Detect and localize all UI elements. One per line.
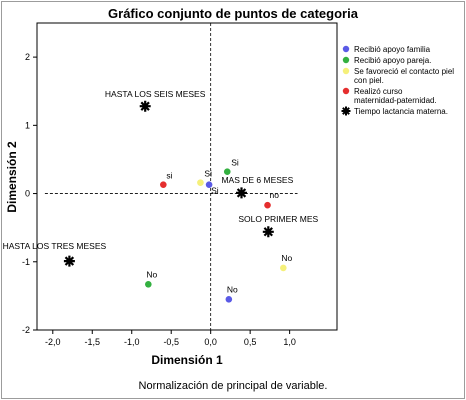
star-point bbox=[139, 100, 151, 112]
circle-point bbox=[280, 264, 287, 272]
circle-point bbox=[197, 179, 204, 186]
point-label: No bbox=[227, 284, 238, 294]
point-label: No bbox=[281, 253, 292, 263]
legend-circle-icon bbox=[342, 87, 350, 95]
legend-circle-icon bbox=[342, 45, 350, 53]
legend-label: Recibió apoyo pareja. bbox=[354, 56, 431, 65]
footnote: Normalización de principal de variable. bbox=[138, 380, 328, 392]
legend-label: maternidad-paternidad. bbox=[354, 96, 437, 105]
circle-point bbox=[205, 181, 213, 188]
circle-point bbox=[264, 201, 271, 209]
circle-point bbox=[225, 296, 233, 303]
y-tick-label: 1 bbox=[25, 120, 30, 130]
x-tick-label: -1,0 bbox=[124, 337, 140, 347]
legend-label: Tiempo lactancia materna. bbox=[354, 107, 448, 116]
plot-area bbox=[36, 22, 338, 331]
y-tick-label: 0 bbox=[25, 189, 30, 199]
y-tick-label: 2 bbox=[25, 52, 30, 62]
x-tick-label: 0,0 bbox=[204, 337, 217, 347]
legend-circle-icon bbox=[342, 67, 350, 75]
circle-point bbox=[145, 280, 152, 288]
legend-label: Realizó curso bbox=[354, 87, 403, 96]
point-label: si bbox=[166, 171, 172, 181]
star-point bbox=[236, 187, 247, 199]
x-tick-label: 0,5 bbox=[244, 337, 257, 347]
star-point bbox=[63, 255, 75, 267]
x-axis-label: Dimensión 1 bbox=[151, 353, 223, 367]
reference-lines bbox=[44, 23, 298, 330]
point-label: No bbox=[146, 269, 157, 279]
legend-label: con piel. bbox=[354, 76, 384, 85]
y-axis-label: Dimensión 2 bbox=[5, 141, 19, 213]
point-label: HASTA LOS SEIS MESES bbox=[105, 89, 206, 99]
legend: Recibió apoyo familia Recibió apoyo parej… bbox=[341, 45, 454, 116]
x-tick-label: -2,0 bbox=[45, 337, 61, 347]
y-tick-label: -2 bbox=[22, 325, 30, 335]
circle-point bbox=[160, 181, 167, 188]
data-marks: Si No Si No Si No si no HASTA LOS SEIS MESES MAS … bbox=[3, 89, 319, 303]
point-label: Si bbox=[231, 158, 239, 168]
legend-circle-icon bbox=[342, 56, 350, 64]
x-tick-label: -1,5 bbox=[85, 337, 101, 347]
point-label: MAS DE 6 MESES bbox=[221, 175, 293, 185]
point-label: Si bbox=[204, 169, 212, 179]
axes: -2,0 -1,5 -1,0 -0,5 0,0 0,5 1,0 -2 -1 0 1 2 bbox=[22, 52, 296, 347]
x-tick-label: -0,5 bbox=[163, 337, 179, 347]
x-tick-label: 1,0 bbox=[283, 337, 296, 347]
y-tick-label: -1 bbox=[22, 257, 30, 267]
point-label: SOLO PRIMER MES bbox=[238, 214, 318, 224]
legend-star-icon bbox=[341, 106, 351, 116]
chart-title: Gráfico conjunto de puntos de categoria bbox=[108, 6, 358, 21]
point-label: HASTA LOS TRES MESES bbox=[3, 241, 107, 251]
point-label: Si bbox=[211, 186, 219, 196]
circle-point bbox=[223, 168, 231, 176]
point-label: no bbox=[270, 190, 280, 200]
legend-label: Se favoreció el contacto piel bbox=[354, 67, 454, 76]
star-point bbox=[262, 226, 274, 238]
legend-label: Recibió apoyo familia bbox=[354, 45, 431, 54]
